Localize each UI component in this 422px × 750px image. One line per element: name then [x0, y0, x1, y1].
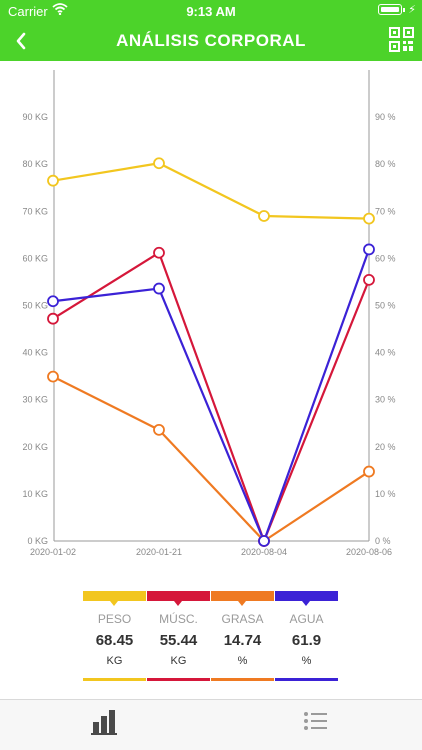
- right-tick-label: 40 %: [375, 348, 396, 358]
- legend-color-bar: [275, 591, 338, 601]
- right-tick-label: 60 %: [375, 253, 396, 263]
- legend-name: PESO: [97, 612, 132, 626]
- wifi-icon: [52, 3, 68, 15]
- left-tick-label: 80 KG: [22, 159, 48, 169]
- series-line-musc: [52, 251, 371, 543]
- chart-legend: PESO 68.45 KG MÚSC. 55.44 KG GRASA 14.74% AGUA 61…: [83, 591, 339, 681]
- data-point-musc: [153, 246, 165, 259]
- legend-item-musc[interactable]: MÚSC. 55.44 KG: [147, 591, 210, 681]
- left-tick-label: 70 KG: [22, 206, 48, 216]
- carrier-label: Carrier: [8, 4, 48, 19]
- series-line-grasa: [52, 375, 370, 543]
- legend-unit: KG: [106, 655, 123, 667]
- legend-name: GRASA: [221, 612, 264, 626]
- data-point-musc: [47, 312, 59, 325]
- right-tick-label: 10 %: [375, 489, 396, 499]
- data-point-agua: [258, 535, 270, 547]
- legend-color-bar: [211, 591, 274, 601]
- legend-unit: %: [237, 655, 248, 667]
- data-point-peso: [47, 174, 59, 187]
- right-tick-label: 30 %: [375, 395, 396, 405]
- legend-notch: [302, 601, 310, 606]
- page-title: ANÁLISIS CORPORAL: [116, 31, 306, 50]
- data-point-agua: [363, 243, 375, 256]
- qr-code-icon: [389, 27, 414, 52]
- x-tick-label: 2020-08-06: [346, 547, 392, 557]
- legend-notch: [174, 601, 182, 606]
- legend-name: AGUA: [289, 612, 324, 626]
- legend-notch: [238, 601, 246, 606]
- series-line-agua: [52, 249, 371, 543]
- data-point-agua: [153, 282, 165, 295]
- back-button[interactable]: [10, 28, 32, 54]
- tab-chart[interactable]: [89, 706, 121, 736]
- x-tick-label: 2020-01-21: [136, 547, 182, 557]
- bar-chart-icon: [91, 710, 117, 735]
- legend-value: 55.44: [159, 632, 198, 649]
- tab-list[interactable]: [300, 706, 332, 736]
- legend-item-peso[interactable]: PESO 68.45 KG: [83, 591, 146, 681]
- qr-code-button[interactable]: [389, 27, 414, 52]
- right-tick-label: 20 %: [375, 442, 396, 452]
- legend-value: 14.74: [223, 632, 262, 649]
- legend-value: 68.45: [95, 632, 134, 649]
- legend-underline: [83, 678, 146, 681]
- data-point-grasa: [363, 465, 375, 478]
- left-tick-label: 40 KG: [22, 348, 48, 358]
- tab-bar: [0, 699, 422, 750]
- app-header: Carrier 9:13 AM ⚡ ANÁLISIS CORPORAL: [0, 0, 422, 61]
- right-tick-label: 0 %: [375, 536, 391, 546]
- body-analysis-chart: 0 KG 10 KG 20 KG 30 KG 40 KG 50 KG 60 KG 70 KG 8…: [22, 70, 396, 557]
- legend-unit: %: [301, 655, 312, 667]
- left-tick-label: 0 KG: [27, 536, 48, 546]
- legend-name: MÚSC.: [159, 612, 198, 626]
- legend-item-grasa[interactable]: GRASA 14.74%: [211, 591, 274, 681]
- status-bar: Carrier 9:13 AM ⚡: [0, 0, 422, 22]
- left-tick-label: 50 KG: [22, 301, 48, 311]
- left-tick-label: 10 KG: [22, 489, 48, 499]
- status-time: 9:13 AM: [186, 4, 236, 19]
- legend-value: 61.9: [291, 632, 322, 649]
- charging-icon: ⚡: [408, 4, 416, 16]
- data-point-peso: [363, 212, 375, 225]
- legend-unit: KG: [170, 655, 187, 667]
- legend-color-bar: [83, 591, 146, 601]
- data-point-musc: [363, 273, 375, 286]
- x-tick-label: 2020-08-04: [241, 547, 287, 557]
- battery-icon: [378, 4, 402, 15]
- list-icon: [304, 712, 327, 730]
- series-line-peso: [52, 162, 370, 220]
- data-point-grasa: [47, 370, 59, 383]
- right-tick-label: 70 %: [375, 206, 396, 216]
- legend-underline: [275, 678, 338, 681]
- left-tick-label: 60 KG: [22, 253, 48, 263]
- legend-notch: [110, 601, 118, 606]
- right-tick-label: 80 %: [375, 159, 396, 169]
- battery-tip: [403, 8, 405, 12]
- data-point-peso: [258, 210, 270, 222]
- x-tick-label: 2020-01-02: [30, 547, 76, 557]
- legend-color-bar: [147, 591, 210, 601]
- left-tick-label: 30 KG: [22, 395, 48, 405]
- legend-underline: [147, 678, 210, 681]
- chevron-left-icon: [16, 32, 26, 50]
- legend-underline: [211, 678, 274, 681]
- right-tick-label: 50 %: [375, 301, 396, 311]
- data-point-grasa: [153, 423, 165, 436]
- left-tick-label: 90 KG: [22, 112, 48, 122]
- legend-item-agua[interactable]: AGUA 61.9%: [275, 591, 338, 681]
- data-point-peso: [153, 157, 165, 170]
- left-tick-label: 20 KG: [22, 442, 48, 452]
- right-tick-label: 90 %: [375, 112, 396, 122]
- data-point-agua: [47, 295, 59, 308]
